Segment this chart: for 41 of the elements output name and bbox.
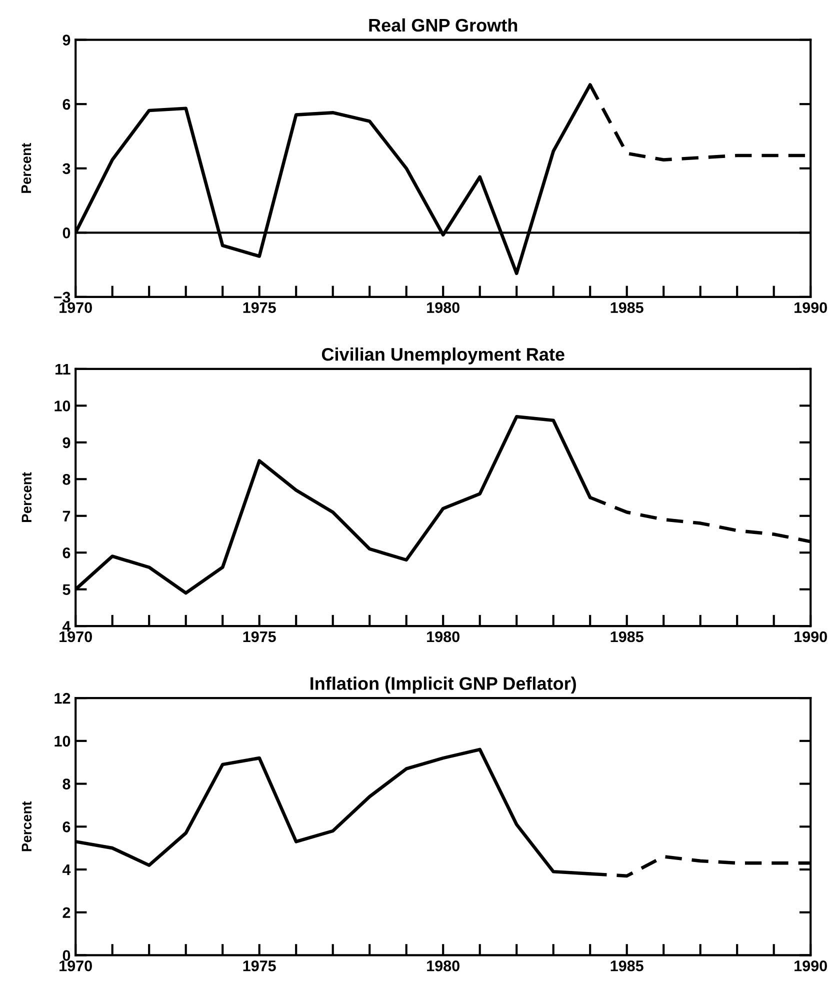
x-tick-label: 1975 — [243, 631, 276, 642]
x-tick-label: 1970 — [60, 960, 92, 972]
y-tick-label: 8 — [62, 474, 70, 485]
y-axis-title: Percent — [22, 801, 32, 852]
y-tick-label: 6 — [62, 547, 70, 558]
y-tick-label: 2 — [62, 907, 70, 918]
x-tick-label: 1985 — [610, 302, 644, 314]
x-tick-label: 1980 — [427, 302, 460, 314]
y-tick-label: 11 — [56, 364, 70, 374]
x-tick-label: 1985 — [610, 960, 644, 972]
y-axis-title: Percent — [21, 143, 32, 193]
x-tick-label: 1970 — [60, 631, 92, 642]
chart-title: Civilian Unemployment Rate — [322, 348, 564, 364]
y-tick-label: 5 — [62, 584, 70, 596]
y-tick-label: 12 — [54, 692, 70, 704]
y-tick-label: 9 — [62, 437, 70, 448]
y-tick-label: 3 — [62, 163, 70, 174]
chart-title: Real GNP Growth — [369, 18, 518, 32]
y-tick-label: 10 — [54, 400, 70, 412]
y-tick-label: −3 — [54, 292, 70, 303]
x-tick-label: 1980 — [427, 631, 460, 642]
x-tick-label: 1985 — [610, 631, 644, 642]
y-axis-title: Percent — [22, 472, 32, 522]
y-tick-label: 8 — [62, 778, 70, 790]
x-tick-label: 1980 — [427, 960, 460, 972]
y-tick-label: 10 — [54, 736, 70, 747]
y-tick-label: 4 — [62, 864, 71, 876]
chart-title: Inflation (Implicit GNP Deflator) — [310, 676, 576, 694]
x-tick-label: 1975 — [243, 960, 276, 972]
y-tick-label: 0 — [62, 950, 70, 961]
y-tick-label: 7 — [62, 510, 70, 522]
x-tick-label: 1990 — [794, 302, 827, 314]
y-tick-label: 9 — [62, 34, 70, 46]
x-tick-label: 1990 — [794, 960, 827, 972]
y-tick-label: 6 — [62, 822, 70, 832]
y-tick-label: 0 — [62, 228, 70, 238]
x-tick-label: 1970 — [60, 302, 92, 314]
x-tick-label: 1990 — [794, 631, 827, 642]
y-tick-label: 6 — [62, 98, 70, 110]
y-tick-label: 4 — [62, 621, 71, 632]
x-tick-label: 1975 — [243, 302, 276, 314]
